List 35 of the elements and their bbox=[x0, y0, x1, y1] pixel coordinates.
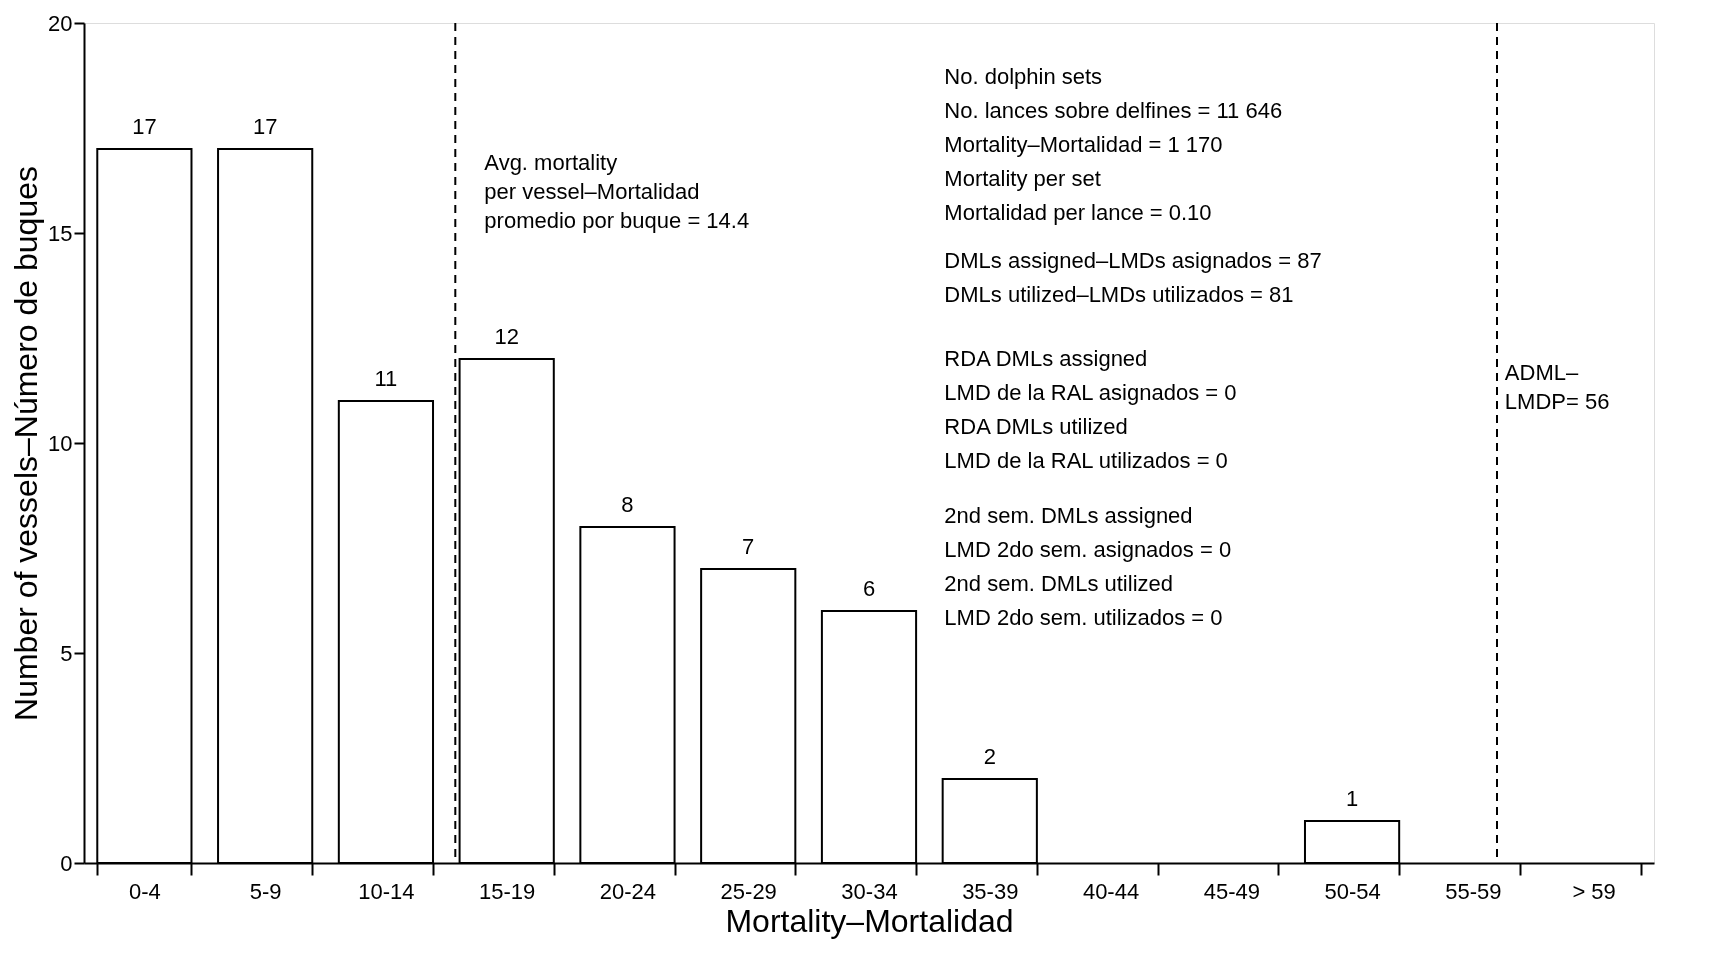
y-tick-label: 10 bbox=[48, 430, 73, 456]
y-axis-title: Number of vessels–Número de buques bbox=[8, 166, 45, 721]
x-tick-label: 35-39 bbox=[962, 878, 1019, 904]
x-tick-label: 10-14 bbox=[358, 878, 415, 904]
y-tick-label: 15 bbox=[48, 220, 73, 246]
x-tick-label: 20-24 bbox=[599, 878, 657, 904]
annotation: DMLs assigned–LMDs asignados = 87 DMLs utilized–LMDs utilizados = 81 bbox=[944, 248, 1322, 308]
x-tick-label: 50-54 bbox=[1324, 878, 1381, 904]
x-tick-label: 15-19 bbox=[479, 878, 536, 904]
data-label: 8 bbox=[621, 492, 634, 517]
annotation: ADML– LMDP= 56 bbox=[1504, 360, 1610, 415]
annotation: No. dolphin sets No. lances sobre delfines = 11 646 Mortality–Mortalidad = 1 170 Mortality per set Mortalidad per lance = 0.10 bbox=[944, 63, 1283, 225]
data-label: 2 bbox=[983, 744, 996, 769]
data-label: 7 bbox=[742, 534, 755, 559]
y-tick-label: 5 bbox=[60, 640, 73, 666]
data-label: 6 bbox=[862, 576, 876, 601]
x-axis-title: Mortality–Mortalidad bbox=[725, 902, 1014, 939]
y-tick-label: 0 bbox=[60, 850, 73, 876]
data-label: 12 bbox=[494, 324, 519, 349]
data-label: 11 bbox=[374, 366, 398, 391]
x-tick-label: 55-59 bbox=[1445, 878, 1502, 904]
data-label: 17 bbox=[132, 114, 157, 139]
annotation: RDA DMLs assigned LMD de la RAL asignados = 0 RDA DMLs utilized LMD de la RAL utilizados = 0 bbox=[944, 345, 1237, 473]
x-tick-label: 40-44 bbox=[1082, 878, 1140, 904]
x-tick-label: 25-29 bbox=[720, 878, 777, 904]
x-tick-label: 30-34 bbox=[841, 878, 898, 904]
x-tick-label: > 59 bbox=[1572, 878, 1616, 904]
y-tick-label: 20 bbox=[48, 10, 73, 36]
data-label: 17 bbox=[252, 114, 278, 139]
x-tick-label: 0-4 bbox=[128, 878, 161, 904]
x-tick-label: 5-9 bbox=[249, 878, 282, 904]
annotation: Avg. mortality per vessel–Mortalidad promedio por buque = 14.4 bbox=[484, 150, 750, 234]
data-label: 1 bbox=[1345, 786, 1359, 811]
x-tick-label: 45-49 bbox=[1203, 878, 1260, 904]
annotation: 2nd sem. DMLs assigned LMD 2do sem. asignados = 0 2nd sem. DMLs utilized LMD 2do sem. utilizados = 0 bbox=[944, 503, 1232, 630]
